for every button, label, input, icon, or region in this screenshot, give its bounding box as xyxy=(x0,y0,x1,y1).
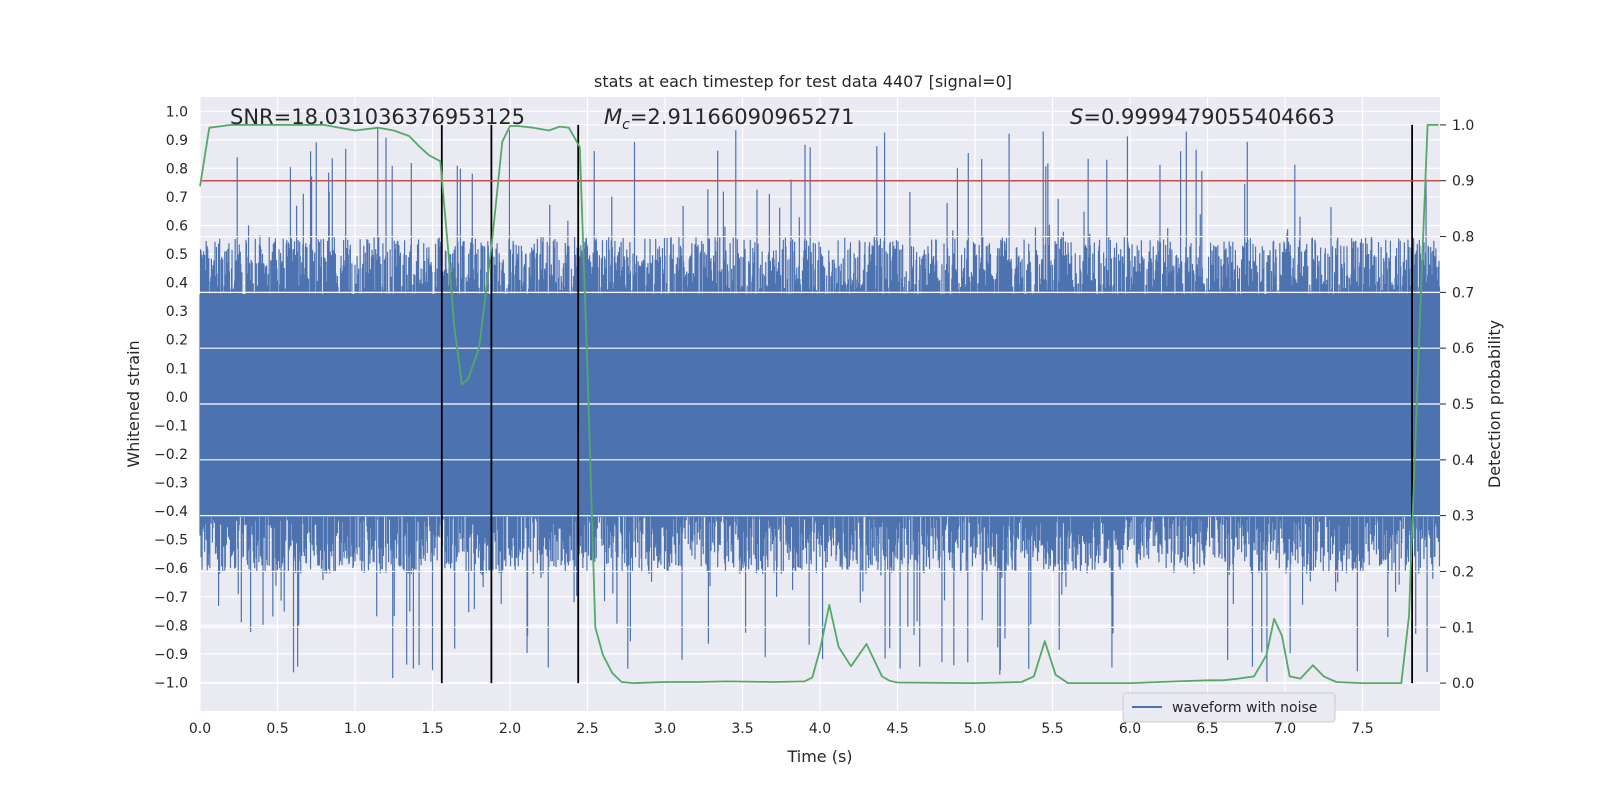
y-axis-ticks: 1.0 0.9 0.8 0.7 0.6 0.5 0.4 0.3 0.2 0.1 0.0 −0.1 −0.… xyxy=(154,104,188,691)
x-tick-label: 6.5 xyxy=(1196,721,1218,737)
chirp-mass-annotation: Mc=2.91166090965271 xyxy=(604,105,855,133)
right-y-tick-label: 0.2 xyxy=(1452,564,1474,580)
right-y-tick-label: 0.8 xyxy=(1452,230,1474,246)
x-tick-label: 1.5 xyxy=(421,721,443,737)
chart-title: stats at each timestep for test data 440… xyxy=(594,72,1012,91)
right-y-tick-label: 0.7 xyxy=(1452,285,1474,301)
y-tick-label: 0.5 xyxy=(166,247,188,263)
x-tick-label: 0.0 xyxy=(189,721,211,737)
y-tick-label: −0.6 xyxy=(154,561,188,577)
chirp-mass-symbol: M xyxy=(604,105,622,129)
x-tick-label: 1.0 xyxy=(344,721,366,737)
y-tick-label: −0.4 xyxy=(154,504,188,520)
legend-label: waveform with noise xyxy=(1172,700,1317,716)
right-y-tick-label: 0.1 xyxy=(1452,620,1474,636)
y-tick-label: 0.0 xyxy=(166,390,188,406)
y-tick-label: 0.8 xyxy=(166,161,188,177)
chirp-mass-value: =2.91166090965271 xyxy=(630,105,855,129)
y-axis-label: Whitened strain xyxy=(124,340,143,467)
snr-annotation: SNR=18.031036376953125 xyxy=(230,105,525,129)
y-tick-label: −0.1 xyxy=(154,418,188,434)
right-y-tick-label: 0.9 xyxy=(1452,174,1474,190)
x-tick-label: 4.0 xyxy=(809,721,831,737)
detection-probability-line xyxy=(199,124,1439,684)
y-tick-label: −0.5 xyxy=(154,533,188,549)
y-tick-label: 0.6 xyxy=(166,219,188,235)
y-tick-label: −0.2 xyxy=(154,447,188,463)
x-axis-label: Time (s) xyxy=(786,747,852,766)
legend: waveform with noise xyxy=(1122,692,1336,723)
y-tick-label: −0.9 xyxy=(154,647,188,663)
x-tick-label: 7.5 xyxy=(1351,721,1373,737)
vertical-markers xyxy=(440,124,1413,684)
x-tick-label: 4.5 xyxy=(886,721,908,737)
y-tick-label: −0.3 xyxy=(154,476,188,492)
right-y-tick-label: 0.5 xyxy=(1452,397,1474,413)
waveform-with-noise xyxy=(199,128,1441,682)
x-tick-label: 2.5 xyxy=(576,721,598,737)
chirp-mass-subscript: c xyxy=(622,117,630,133)
right-y-tick-label: 0.4 xyxy=(1452,453,1474,469)
y-tick-label: 0.7 xyxy=(166,190,188,206)
y-tick-label: 1.0 xyxy=(166,104,188,120)
score-symbol: S xyxy=(1070,105,1083,129)
y-tick-label: 0.2 xyxy=(166,333,188,349)
x-tick-label: 6.0 xyxy=(1119,721,1141,737)
y-tick-label: 0.9 xyxy=(166,133,188,149)
y-tick-label: −0.7 xyxy=(154,590,188,606)
score-annotation: S=0.9999479055404663 xyxy=(1070,105,1335,129)
y-tick-label: −0.8 xyxy=(154,618,188,634)
x-tick-label: 3.0 xyxy=(654,721,676,737)
waveform-core-band xyxy=(200,294,1440,517)
x-tick-label: 2.0 xyxy=(499,721,521,737)
y-tick-label: 0.4 xyxy=(166,276,188,292)
x-axis-ticks: 0.0 0.5 1.0 1.5 2.0 2.5 3.0 3.5 4.0 4.5 5.0 5.5 6.0 6… xyxy=(189,721,1374,737)
y-tick-label: 0.3 xyxy=(166,304,188,320)
x-tick-label: 7.0 xyxy=(1274,721,1296,737)
x-tick-label: 0.5 xyxy=(266,721,288,737)
x-tick-label: 5.0 xyxy=(964,721,986,737)
x-tick-label: 3.5 xyxy=(731,721,753,737)
score-value: =0.9999479055404663 xyxy=(1083,105,1334,129)
detection-probability-series xyxy=(199,124,1439,684)
right-y-tick-label: 0.6 xyxy=(1452,341,1474,357)
right-y-tick-label: 1.0 xyxy=(1452,118,1474,134)
y-tick-label: 0.1 xyxy=(166,361,188,377)
right-y-tick-label: 0.3 xyxy=(1452,509,1474,525)
right-y-tick-label: 0.0 xyxy=(1452,676,1474,692)
y-tick-label: −1.0 xyxy=(154,675,188,691)
x-tick-label: 5.5 xyxy=(1041,721,1063,737)
right-y-axis-ticks: 1.0 0.9 0.8 0.7 0.6 0.5 0.4 0.3 0.2 0.1 0.0 xyxy=(1440,118,1474,692)
right-y-axis-label: Detection probability xyxy=(1485,320,1504,488)
legend-box xyxy=(1122,692,1336,723)
